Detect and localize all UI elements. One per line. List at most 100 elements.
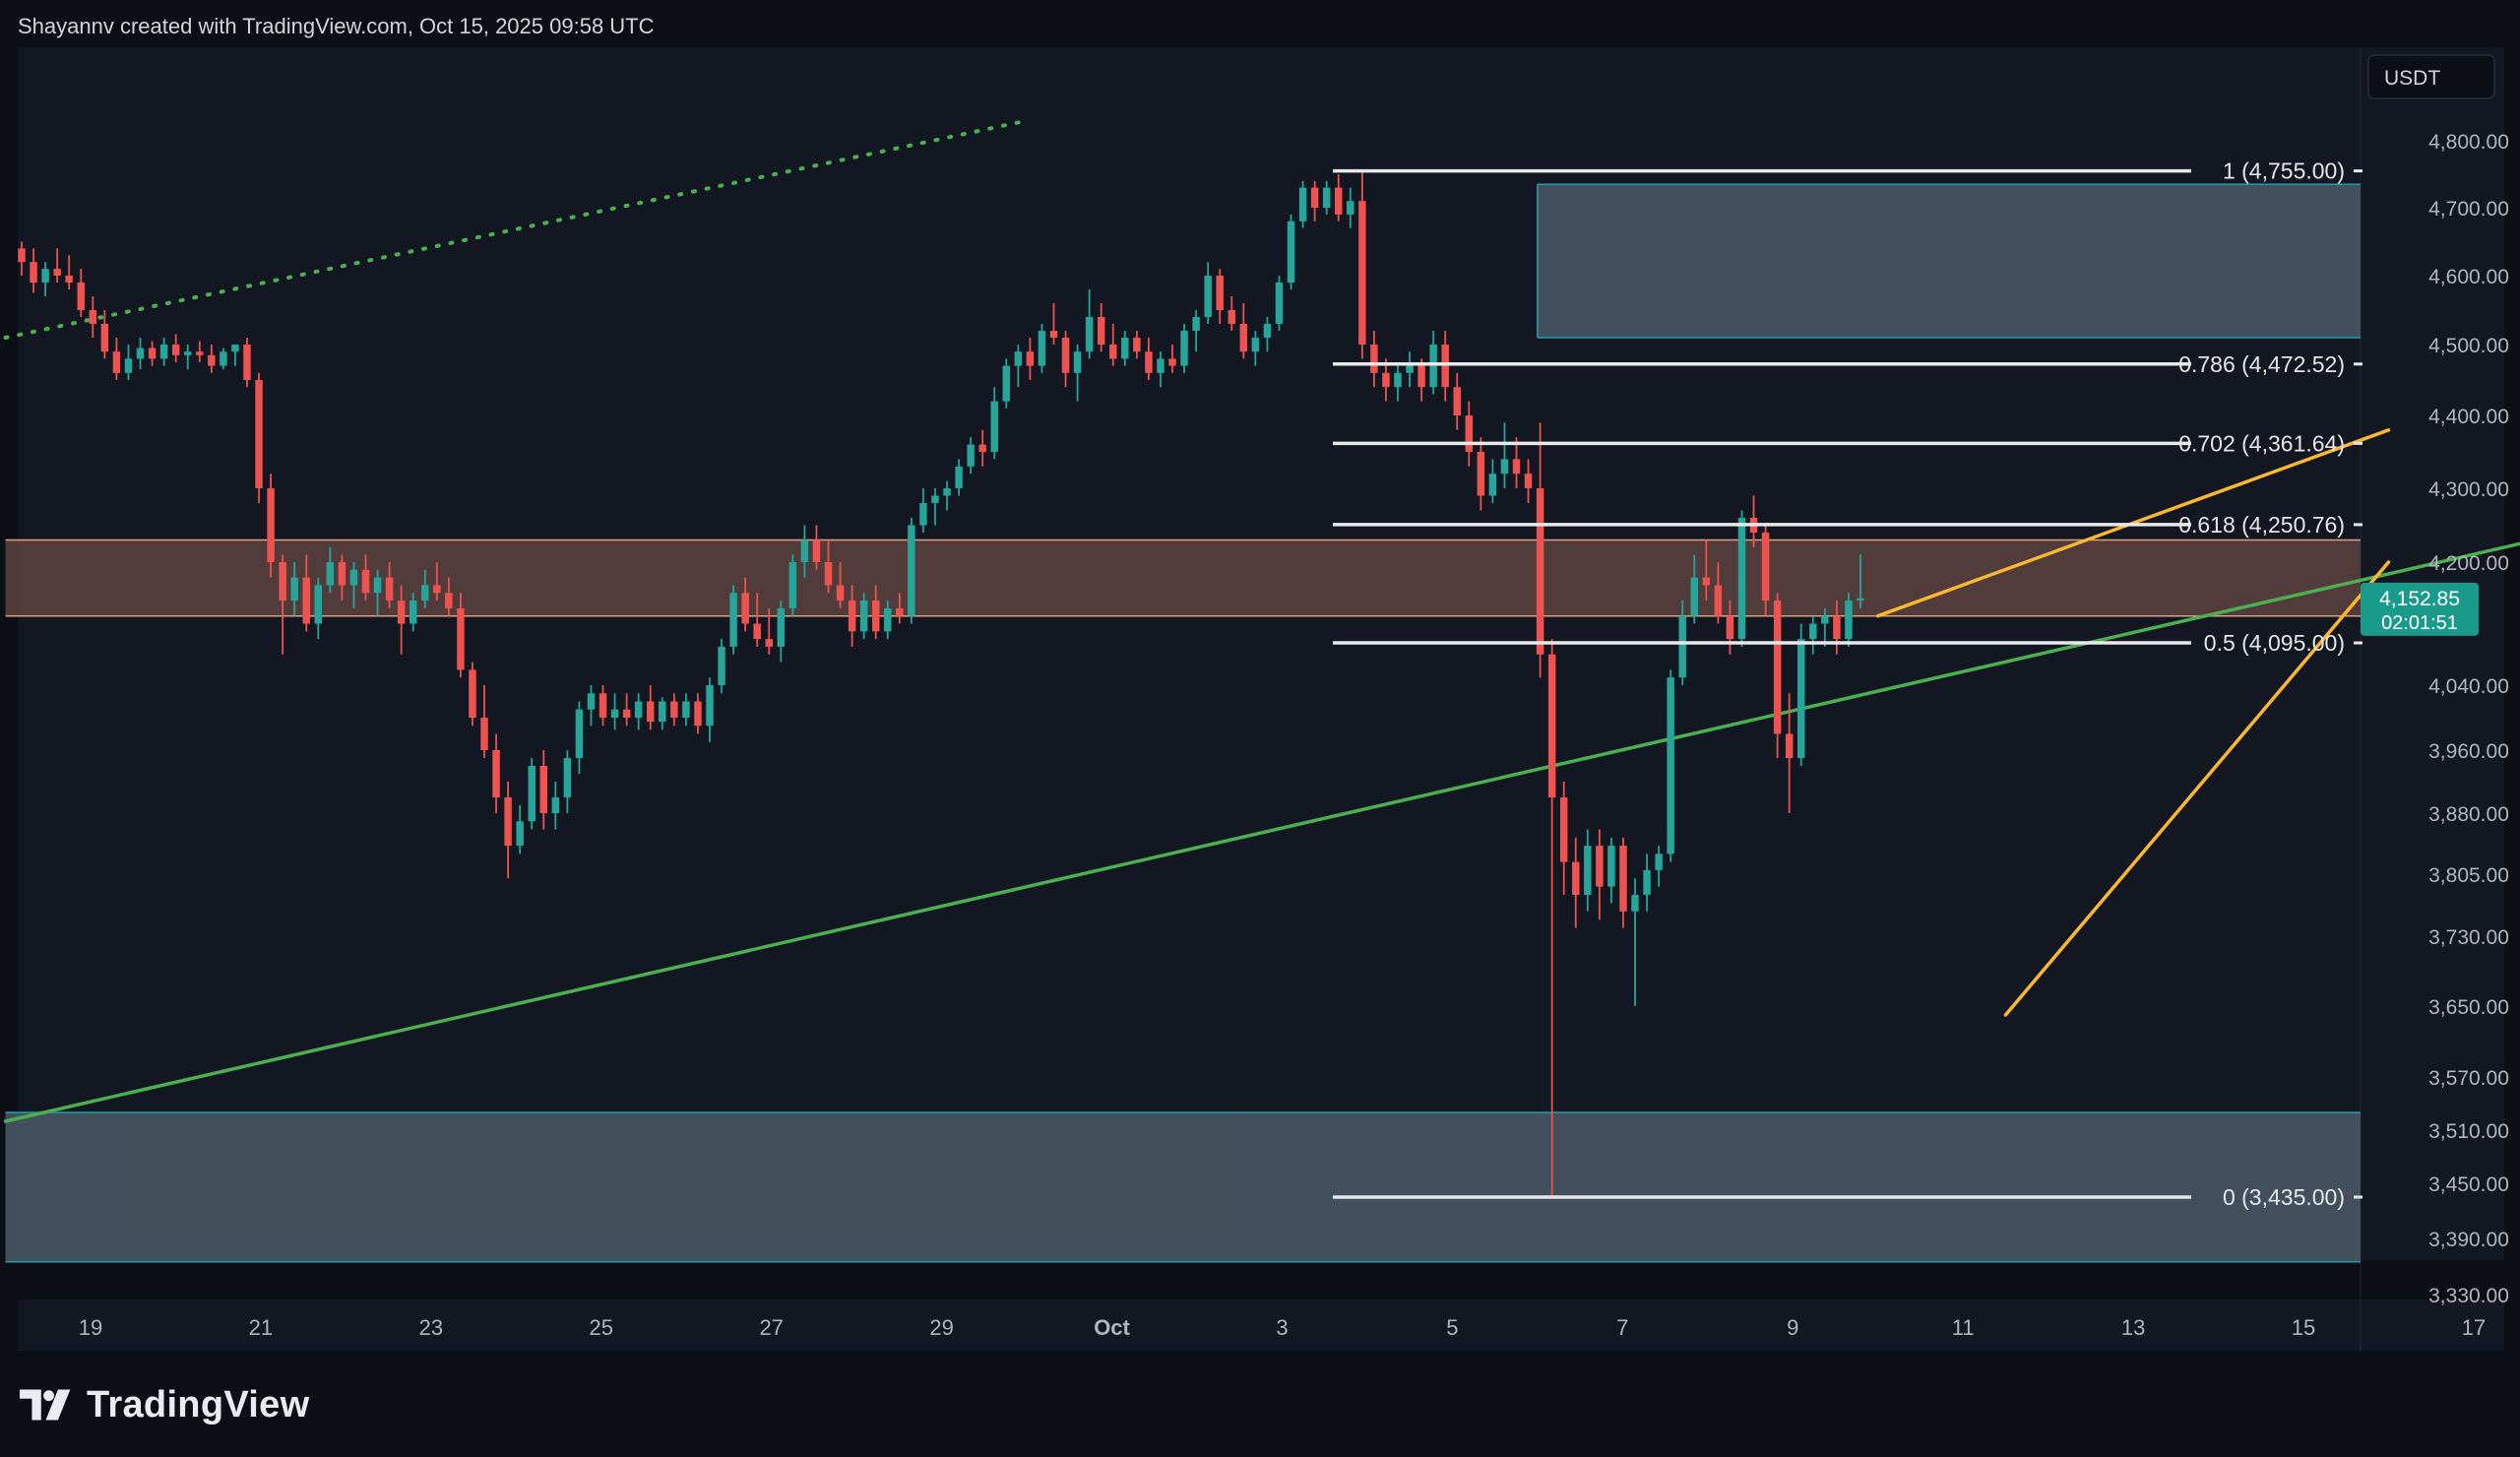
candle-body: [1002, 365, 1011, 402]
candle-body: [1287, 221, 1295, 283]
currency-selector[interactable]: USDT: [2367, 54, 2495, 99]
candle-body: [729, 593, 737, 647]
price-axis-tick-label: 3,960.00: [2428, 740, 2509, 763]
candle: [1168, 345, 1176, 373]
candle-body: [445, 593, 453, 608]
candle: [896, 593, 904, 624]
candle: [1002, 358, 1011, 409]
candle-body: [30, 262, 37, 283]
time-axis-tick-label: 25: [590, 1315, 613, 1340]
candle-body: [457, 607, 465, 670]
candle: [871, 585, 880, 640]
price-axis-tick-label: 3,730.00: [2428, 926, 2509, 949]
candle: [694, 693, 702, 734]
candle: [1833, 601, 1841, 655]
candle-body: [788, 562, 797, 608]
candle-body: [183, 351, 192, 355]
currency-button[interactable]: [2367, 54, 2495, 99]
candle: [1394, 365, 1402, 402]
candle-body: [990, 401, 998, 452]
candle: [848, 585, 856, 647]
candle-body: [89, 310, 97, 324]
candle-body: [848, 601, 856, 632]
candle: [1038, 324, 1046, 373]
time-axis-tick-label: 27: [759, 1315, 783, 1340]
fib-level-label: 0 (3,435.00): [2223, 1184, 2345, 1210]
candle-body: [1655, 854, 1663, 870]
candle-body: [824, 562, 833, 586]
time-axis-tick-label: 17: [2462, 1315, 2486, 1340]
candle-body: [694, 701, 702, 727]
candle: [1702, 539, 1711, 602]
candle: [1263, 317, 1272, 352]
candle: [1500, 422, 1509, 488]
candle-body: [1737, 518, 1746, 640]
candle-body: [267, 488, 275, 562]
candle-body: [1026, 351, 1035, 366]
candle: [528, 758, 536, 830]
candle: [1228, 296, 1236, 331]
candle: [1085, 289, 1094, 359]
candle: [765, 607, 773, 655]
candle-body: [871, 601, 880, 632]
candle-body: [1097, 317, 1105, 345]
price-axis-tick-label: 3,390.00: [2428, 1229, 2509, 1251]
time-axis-tick-label: 15: [2292, 1315, 2315, 1340]
candle: [302, 554, 310, 632]
candle-body: [18, 248, 26, 263]
candle-body: [208, 354, 216, 366]
candle: [1524, 459, 1533, 503]
time-axis[interactable]: 192123252729Oct3579111315171921: [79, 1315, 2520, 1340]
candle-body: [373, 577, 382, 594]
candle-body: [53, 269, 61, 276]
candle-body: [1145, 351, 1153, 373]
candle-body: [1347, 201, 1354, 215]
candle: [30, 248, 37, 293]
candle: [504, 782, 512, 879]
candle: [326, 547, 335, 594]
candle-body: [397, 601, 406, 624]
candle: [1631, 878, 1639, 1006]
candle-body: [610, 709, 619, 718]
candle: [409, 593, 417, 632]
candle-body: [800, 539, 809, 562]
candle: [598, 685, 607, 727]
candle-body: [967, 444, 975, 467]
candle: [148, 341, 157, 366]
candle: [1310, 180, 1319, 222]
candle-body: [1216, 276, 1224, 310]
candle-body: [290, 577, 298, 602]
candle: [1275, 276, 1284, 331]
candle: [136, 338, 145, 370]
candle: [77, 269, 85, 317]
candle: [1596, 829, 1604, 920]
candle: [1109, 324, 1117, 366]
candle-body: [77, 283, 85, 310]
candle-body: [563, 758, 572, 797]
candle: [89, 296, 97, 338]
price-axis-tick-label: 3,450.00: [2428, 1173, 2509, 1196]
fib-level-label: 0.5 (4,095.00): [2204, 630, 2345, 656]
brand[interactable]: TradingView: [20, 1380, 309, 1429]
candle-body: [1500, 459, 1509, 475]
wedge-lower-trendline: [2003, 560, 2391, 1017]
candle-body: [171, 345, 180, 355]
candle-body: [231, 345, 239, 352]
candle: [990, 387, 998, 460]
candle: [208, 345, 216, 373]
candle: [622, 693, 631, 727]
candle: [1797, 623, 1805, 766]
candle-body: [551, 797, 560, 813]
time-axis-tick-label: 9: [1787, 1315, 1798, 1340]
fibonacci-retracement[interactable]: 1 (4,755.00) 0.786 (4,472.52) 0.702 (4,361…: [1333, 158, 2362, 1210]
candle-body: [587, 693, 596, 710]
candle: [1584, 829, 1592, 912]
candle: [1572, 837, 1580, 928]
candle-body: [1204, 276, 1212, 317]
price-axis[interactable]: 4,800.00 4,700.00 4,600.00 4,500.00 4,400.00…: [2428, 131, 2509, 1307]
candle-body: [1109, 345, 1117, 359]
candle-body: [326, 562, 335, 586]
candle-body: [516, 821, 524, 847]
candle-body: [1061, 338, 1070, 373]
